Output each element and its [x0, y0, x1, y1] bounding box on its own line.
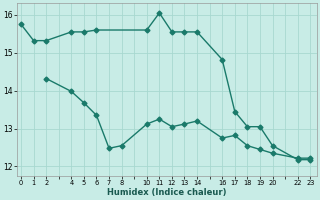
X-axis label: Humidex (Indice chaleur): Humidex (Indice chaleur)	[107, 188, 227, 197]
